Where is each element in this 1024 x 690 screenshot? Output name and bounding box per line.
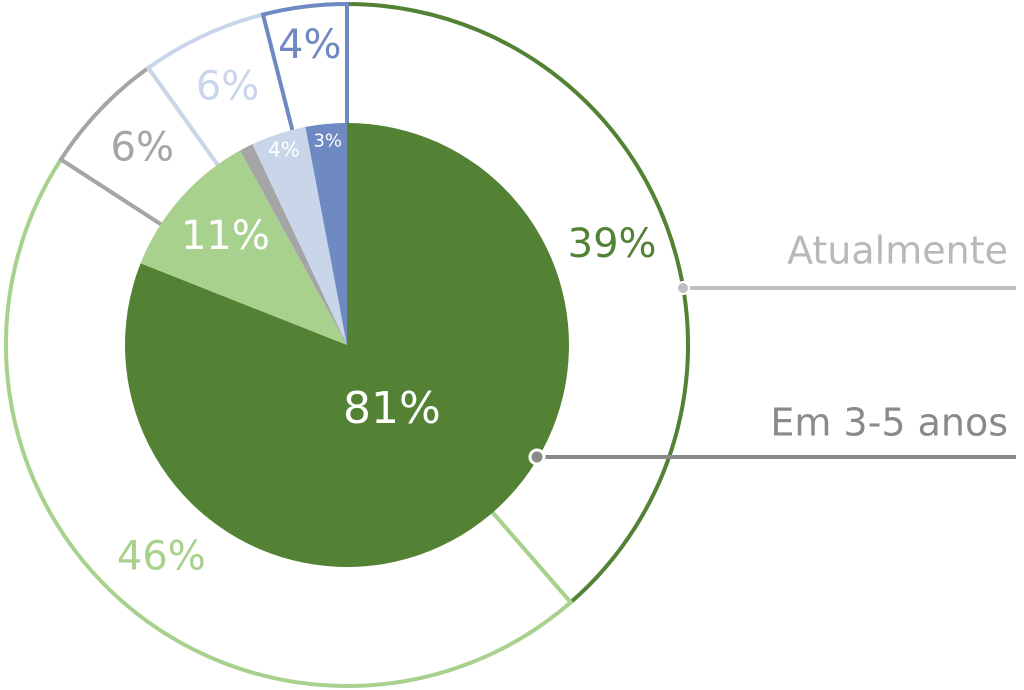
pie-slice bbox=[305, 123, 347, 345]
slices: 39% 46% 6% 6% 4% 81% 11% 4% 3% bbox=[4, 1, 690, 689]
data-label: 39% bbox=[568, 221, 657, 267]
data-label: 6% bbox=[196, 63, 259, 109]
pie-slice bbox=[140, 150, 347, 345]
data-label: 46% bbox=[117, 534, 206, 580]
data-label: 81% bbox=[343, 383, 441, 434]
data-label: 4% bbox=[278, 22, 341, 68]
data-label: 3% bbox=[313, 131, 342, 152]
data-label: 6% bbox=[111, 125, 174, 171]
pie-slice bbox=[240, 144, 347, 345]
pie-slice bbox=[252, 126, 347, 346]
series-label: Em 3-5 anos bbox=[770, 401, 1008, 445]
leader-dot bbox=[528, 448, 546, 466]
leader-dot bbox=[676, 281, 690, 295]
series-label: Atualmente bbox=[787, 229, 1008, 273]
data-label: 11% bbox=[181, 213, 270, 259]
data-label: 4% bbox=[268, 137, 300, 161]
